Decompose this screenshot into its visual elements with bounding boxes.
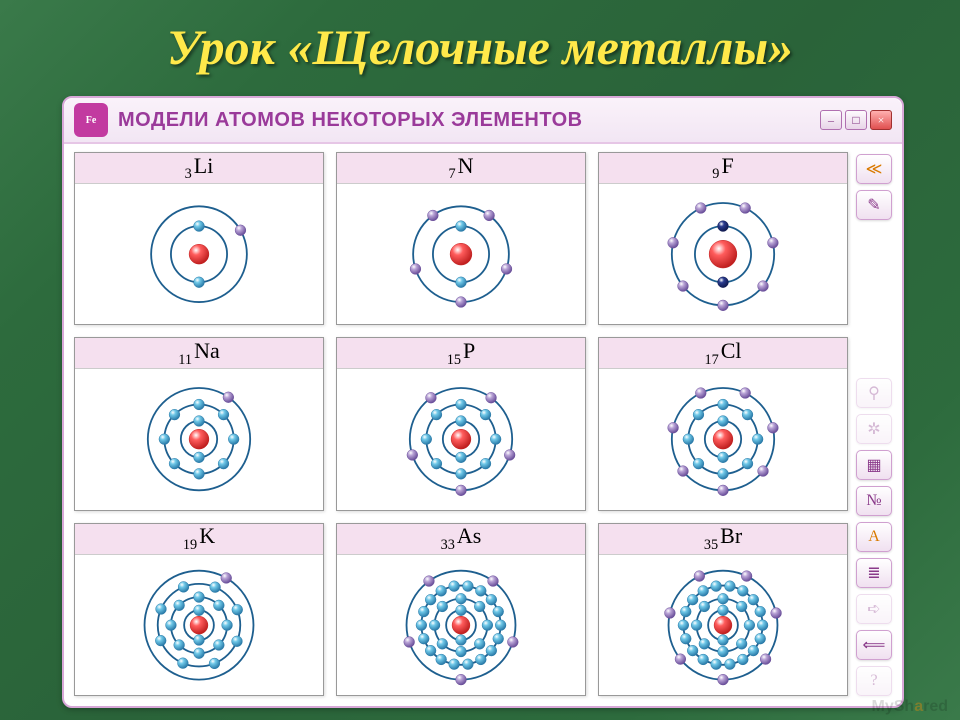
atom-label: 33As [337, 524, 585, 555]
atom-diagram [599, 184, 847, 324]
number-icon[interactable]: № [856, 486, 892, 516]
atom-cell-as: 33As [336, 523, 586, 696]
zoom-icon: ⚲ [856, 378, 892, 408]
pencil-icon[interactable]: ✎ [856, 190, 892, 220]
atom-cell-f: 9F [598, 152, 848, 325]
watermark: MyShared [872, 698, 948, 716]
atom-cell-p: 15P [336, 337, 586, 510]
table-icon[interactable]: ▦ [856, 450, 892, 480]
atom-diagram [75, 555, 323, 695]
atom-cell-br: 35Br [598, 523, 848, 696]
atom-label: 11Na [75, 338, 323, 369]
atom-label: 19K [75, 524, 323, 555]
atom-cell-n: 7N [336, 152, 586, 325]
atom-cell-li: 3Li [74, 152, 324, 325]
atom-diagram [337, 184, 585, 324]
app-logo-icon: Fe [74, 103, 108, 137]
atom-diagram [337, 555, 585, 695]
text-icon[interactable]: A [856, 522, 892, 552]
next-icon: ➪ [856, 594, 892, 624]
atom-label: 3Li [75, 153, 323, 184]
prev-icon[interactable]: ⟸ [856, 630, 892, 660]
atom-label: 7N [337, 153, 585, 184]
titlebar: Fe МОДЕЛИ АТОМОВ НЕКОТОРЫХ ЭЛЕМЕНТОВ – □… [64, 98, 902, 144]
atom-label: 35Br [599, 524, 847, 555]
window-title: МОДЕЛИ АТОМОВ НЕКОТОРЫХ ЭЛЕМЕНТОВ [118, 109, 820, 132]
side-toolbar: ≪ ✎ ⚲ ✲ ▦ № A ≣ ➪ ⟸? [854, 154, 894, 696]
atom-diagram [75, 369, 323, 509]
maximize-button[interactable]: □ [845, 110, 867, 130]
atom-diagram [337, 369, 585, 509]
close-button[interactable]: × [870, 110, 892, 130]
page-title: Урок «Щелочные металлы» [0, 0, 960, 86]
window-controls: – □ × [820, 110, 892, 130]
atom-cell-na: 11Na [74, 337, 324, 510]
atom-diagram [75, 184, 323, 324]
back-icon[interactable]: ≪ [856, 154, 892, 184]
slide: Урок «Щелочные металлы» Fe МОДЕЛИ АТОМОВ… [0, 0, 960, 720]
app-window: Fe МОДЕЛИ АТОМОВ НЕКОТОРЫХ ЭЛЕМЕНТОВ – □… [62, 96, 904, 708]
atom-cell-cl: 17Cl [598, 337, 848, 510]
atom-label: 9F [599, 153, 847, 184]
atom-cell-k: 19K [74, 523, 324, 696]
help-icon: ? [856, 666, 892, 696]
minimize-button[interactable]: – [820, 110, 842, 130]
atom-diagram [599, 555, 847, 695]
atom-grid: 3Li 7N [74, 152, 848, 696]
gears-icon: ✲ [856, 414, 892, 444]
atom-diagram [599, 369, 847, 509]
atom-label: 17Cl [599, 338, 847, 369]
list-icon[interactable]: ≣ [856, 558, 892, 588]
atom-label: 15P [337, 338, 585, 369]
